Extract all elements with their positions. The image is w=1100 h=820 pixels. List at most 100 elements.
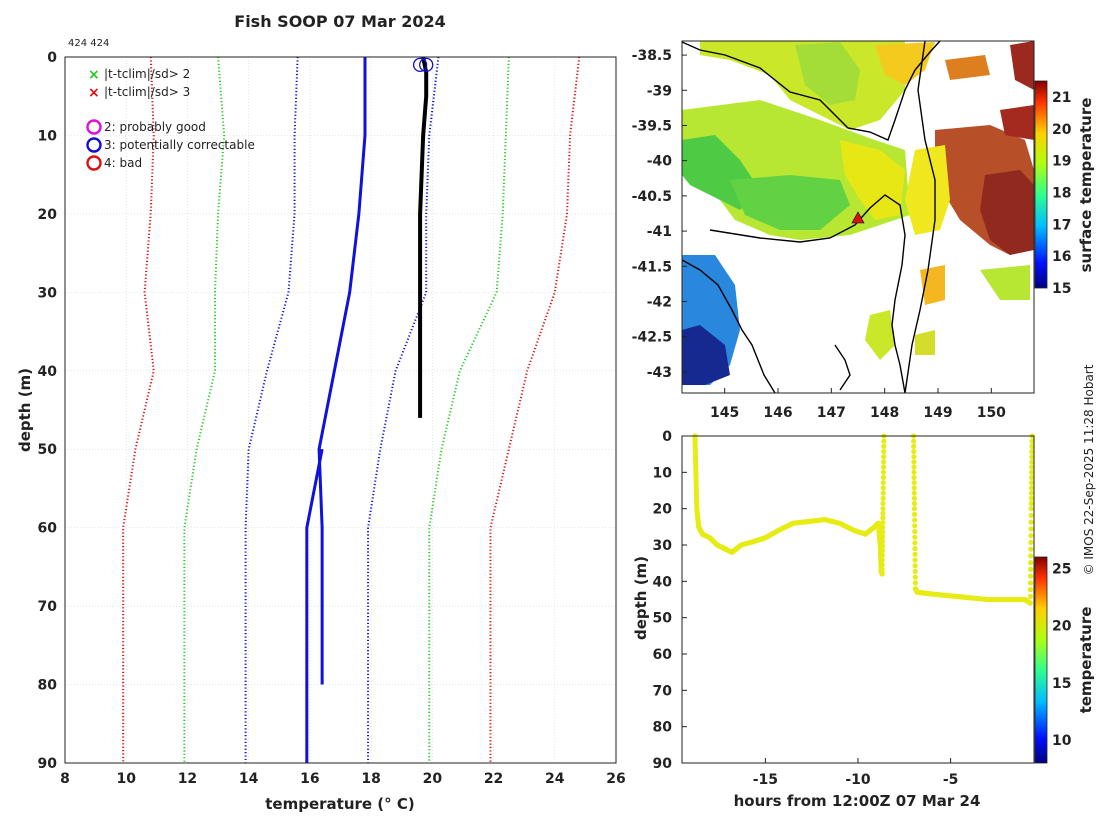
dt-y-tick-label: 0 (662, 429, 672, 445)
depth-time-points (692, 433, 1035, 606)
series--2-sd (428, 56, 510, 763)
map-y-tick-label: -40.5 (632, 189, 672, 205)
profile-grid (64, 56, 617, 764)
x-tick-label: 10 (116, 771, 136, 787)
data-point (1029, 448, 1035, 455)
y-tick-label: 60 (38, 521, 58, 537)
map-x-tick-label: 149 (923, 405, 952, 421)
dt-x-tick-label: -15 (753, 772, 778, 788)
profile-x-label: temperature (° C) (265, 795, 415, 813)
sst-colorbar-label: surface temperature (1077, 98, 1095, 273)
map-y-tick-label: -38.5 (632, 48, 672, 64)
credit-text: © IMOS 22-Sep-2025 11:28 Hobart (1082, 364, 1096, 575)
x-tick-label: 18 (361, 771, 380, 787)
data-point (1029, 459, 1035, 465)
data-point (1027, 580, 1034, 586)
dt-y-tick-label: 70 (653, 683, 673, 699)
data-point (881, 459, 887, 465)
dt-y-tick-label: 10 (653, 465, 673, 481)
legend-label: 2: probably good (104, 120, 206, 134)
sst-colorbar-tick-label: 18 (1052, 185, 1071, 201)
x-tick-label: 22 (484, 771, 503, 787)
y-tick-label: 90 (38, 756, 58, 772)
map-y-tick-label: -41 (647, 224, 672, 240)
data-point (1027, 593, 1033, 599)
data-point (912, 568, 918, 575)
data-point (912, 517, 918, 523)
data-point (1028, 539, 1034, 546)
y-tick-label: 10 (38, 128, 58, 144)
data-point (880, 469, 887, 475)
data-point (912, 546, 918, 552)
legend-circle-marker (86, 137, 102, 153)
sst-field (682, 41, 1034, 385)
data-point (911, 474, 917, 481)
dt-x-tick-label: -5 (943, 772, 959, 788)
data-point (880, 510, 886, 516)
data-point (880, 524, 886, 530)
data-point (911, 480, 917, 486)
dt-y-tick-label: 50 (653, 611, 673, 627)
data-point (880, 474, 887, 481)
data-point (1028, 553, 1034, 559)
map-y-tick-label: -42.5 (632, 330, 672, 346)
data-point (880, 464, 887, 470)
x-tick-label: 24 (545, 771, 565, 787)
data-point (1027, 600, 1033, 606)
legend-circle-marker (86, 155, 102, 171)
legend-label: 3: potentially correctable (104, 138, 255, 152)
data-point (880, 490, 886, 496)
data-point (879, 552, 885, 558)
map-y-tick-label: -40 (647, 154, 673, 170)
data-point (879, 538, 886, 544)
depth-time-y-ticks: 0 10 20 30 40 50 60 70 80 90 (653, 429, 687, 772)
data-point (879, 543, 886, 549)
data-point (911, 485, 917, 491)
temperature-colorbar-tick-label: 15 (1052, 676, 1071, 692)
data-point (912, 580, 918, 586)
data-point (911, 500, 918, 507)
map-y-tick-label: -43 (647, 365, 672, 381)
series-climatology-mean (317, 57, 367, 685)
data-point (880, 495, 886, 501)
temperature-colorbar-label: temperature (1077, 607, 1095, 714)
data-point (911, 464, 917, 470)
dt-y-tick-label: 30 (653, 538, 673, 554)
ship-position-marker (851, 211, 865, 224)
dt-y-tick-label: 60 (653, 647, 673, 663)
x-tick-label: 12 (178, 771, 197, 787)
series--1-sd (244, 56, 299, 763)
sst-map: 145 146 147 148 149 150 -38.5 -39 -39.5 -40 -40.5… (632, 40, 1095, 421)
map-y-tick-label: -42 (647, 294, 672, 310)
series-climatology-mean-lower- (305, 448, 324, 763)
figure-title: Fish SOOP 07 Mar 2024 (234, 12, 445, 31)
map-lat-ticks: -38.5 -39 -39.5 -40 -40.5 -41 -41.5 -42 -42.5 -43 (632, 48, 687, 381)
data-point (879, 566, 885, 572)
data-point (912, 540, 918, 546)
data-point (912, 523, 918, 529)
temperature-colorbar-tick-label: 25 (1052, 561, 1071, 577)
map-x-tick-label: 147 (817, 405, 846, 421)
series--1-sd (367, 56, 440, 763)
dt-y-tick-label: 40 (653, 574, 673, 590)
y-tick-label: 80 (38, 678, 58, 694)
data-point (880, 485, 886, 491)
depth-time-x-label: hours from 12:00Z 07 Mar 24 (734, 792, 981, 810)
sst-colorbar-tick-label: 17 (1052, 217, 1071, 233)
profile-plot: 8 10 12 14 16 18 20 22 24 26 0102030405060708090 … (16, 50, 626, 813)
profile-id: 424 424 (68, 38, 109, 49)
map-x-tick-label: 145 (710, 405, 739, 421)
y-tick-label: 0 (47, 50, 57, 66)
legend-label: 4: bad (104, 156, 142, 170)
data-point (1029, 464, 1035, 470)
x-tick-label: 8 (60, 771, 70, 787)
data-point (911, 454, 917, 460)
x-tick-label: 14 (239, 771, 259, 787)
temperature-colorbar (1034, 556, 1048, 764)
series-observed-profile (418, 56, 429, 418)
temperature-colorbar-tick-label: 10 (1052, 733, 1072, 749)
data-point (911, 495, 917, 501)
data-point (880, 520, 886, 526)
y-tick-label: 50 (38, 442, 58, 458)
data-point (1028, 519, 1034, 525)
